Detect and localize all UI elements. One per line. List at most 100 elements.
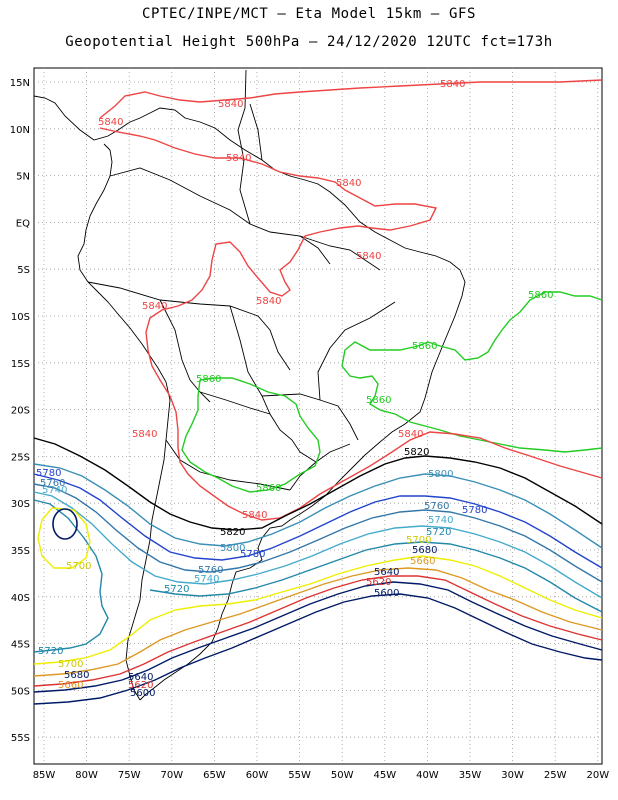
label-5620: 5620	[128, 680, 153, 691]
latitude-label: 25S	[11, 452, 30, 463]
contour-5800	[33, 463, 603, 549]
label-5640: 5640	[374, 567, 399, 578]
latitude-labels: 15N 10N 5N EQ 5S 10S 15S 20S 25S 30S 35S 40S 45S 50S 5…	[10, 78, 30, 744]
contour-labels: 5840 5840 5840 5840 5840 5840 5840 5840 …	[36, 79, 553, 699]
contour-lines	[33, 79, 603, 705]
label-5840: 5840	[226, 153, 251, 164]
longitude-label: 70W	[160, 770, 183, 781]
longitude-label: 40W	[416, 770, 439, 781]
map-title: CPTEC/INPE/MCT – Eta Model 15km – GFS	[141, 6, 477, 22]
label-5780: 5780	[240, 549, 265, 560]
label-5840: 5840	[256, 296, 281, 307]
latitude-label: EQ	[16, 218, 30, 229]
label-5660: 5660	[58, 680, 83, 691]
label-5640: 5640	[128, 672, 153, 683]
label-5680: 5680	[412, 545, 437, 556]
label-5800: 5800	[220, 543, 245, 554]
contour-5700	[33, 555, 603, 665]
longitude-label: 25W	[544, 770, 567, 781]
label-5760: 5760	[40, 478, 65, 489]
latitude-label: 50S	[11, 686, 30, 697]
contour-5640	[33, 581, 603, 693]
contour-5820	[33, 437, 603, 531]
longitude-label: 75W	[118, 770, 141, 781]
label-5720: 5720	[164, 584, 189, 595]
contour-5600	[33, 593, 603, 705]
label-5840: 5840	[398, 429, 423, 440]
latitude-label: 35S	[11, 546, 30, 557]
latitude-label: 5S	[17, 265, 30, 276]
latitude-label: 10S	[11, 312, 30, 323]
longitude-label: 80W	[75, 770, 98, 781]
label-5740: 5740	[428, 515, 453, 526]
label-5780: 5780	[462, 505, 487, 516]
label-5700: 5700	[406, 535, 431, 546]
latitude-label: 20S	[11, 406, 30, 417]
contour-5860-inland	[181, 377, 321, 493]
longitude-label: 50W	[331, 770, 354, 781]
longitude-label: 20W	[586, 770, 609, 781]
grid-lines	[34, 68, 602, 764]
contour-5840-north	[99, 79, 603, 119]
contour-5780	[33, 473, 603, 569]
map-frame	[33, 67, 603, 765]
latitude-label: 40S	[11, 593, 30, 604]
label-5600: 5600	[374, 588, 399, 599]
label-5840: 5840	[98, 117, 123, 128]
longitude-label: 65W	[203, 770, 226, 781]
label-5700: 5700	[66, 561, 91, 572]
latitude-label: 55S	[11, 733, 30, 744]
latitude-label: 15N	[10, 78, 30, 89]
contour-5700-low	[37, 507, 91, 569]
contour-5760	[33, 483, 603, 583]
contour-5660	[33, 575, 603, 687]
label-5860: 5860	[412, 341, 437, 352]
longitude-label: 55W	[288, 770, 311, 781]
label-5820: 5820	[220, 527, 245, 538]
latitude-label: 45S	[11, 640, 30, 651]
latitude-label: 15S	[11, 359, 30, 370]
label-5840: 5840	[242, 510, 267, 521]
label-5840: 5840	[356, 251, 381, 262]
contour-5720	[33, 499, 109, 653]
label-5840: 5840	[132, 429, 157, 440]
label-5660: 5660	[410, 556, 435, 567]
label-5760: 5760	[198, 565, 223, 576]
latitude-label: 30S	[11, 499, 30, 510]
contour-5740	[33, 491, 603, 599]
longitude-label: 30W	[501, 770, 524, 781]
label-5840: 5840	[336, 178, 361, 189]
longitude-label: 85W	[33, 770, 56, 781]
label-5740: 5740	[42, 485, 67, 496]
label-5720: 5720	[426, 527, 451, 538]
label-5700: 5700	[58, 659, 83, 670]
label-5760: 5760	[424, 501, 449, 512]
latitude-label: 5N	[16, 172, 30, 183]
label-5860: 5860	[528, 290, 553, 301]
label-5840: 5840	[142, 301, 167, 312]
longitude-label: 35W	[459, 770, 482, 781]
map-subtitle: Geopotential Height 500hPa – 24/12/2020 …	[65, 34, 553, 50]
contour-5680	[33, 567, 603, 677]
label-5720: 5720	[38, 646, 63, 657]
label-5840: 5840	[440, 79, 465, 90]
label-5620: 5620	[366, 577, 391, 588]
label-5860: 5860	[196, 374, 221, 385]
label-5860: 5860	[366, 395, 391, 406]
label-5840: 5840	[218, 99, 243, 110]
contour-5860	[341, 291, 603, 453]
label-5820: 5820	[404, 447, 429, 458]
latitude-label: 10N	[10, 125, 30, 136]
low-center-contour	[52, 508, 78, 540]
label-5860: 5860	[256, 483, 281, 494]
label-5780: 5780	[36, 468, 61, 479]
label-5740: 5740	[194, 574, 219, 585]
longitude-labels: 85W 80W 75W 70W 65W 60W 55W 50W 45W 40W 35W 30W 25W 2…	[33, 770, 610, 781]
longitude-label: 60W	[246, 770, 269, 781]
contour-5720-east	[149, 541, 603, 613]
longitude-label: 45W	[373, 770, 396, 781]
label-5800: 5800	[428, 469, 453, 480]
label-5600: 5600	[130, 688, 155, 699]
label-5680: 5680	[64, 670, 89, 681]
